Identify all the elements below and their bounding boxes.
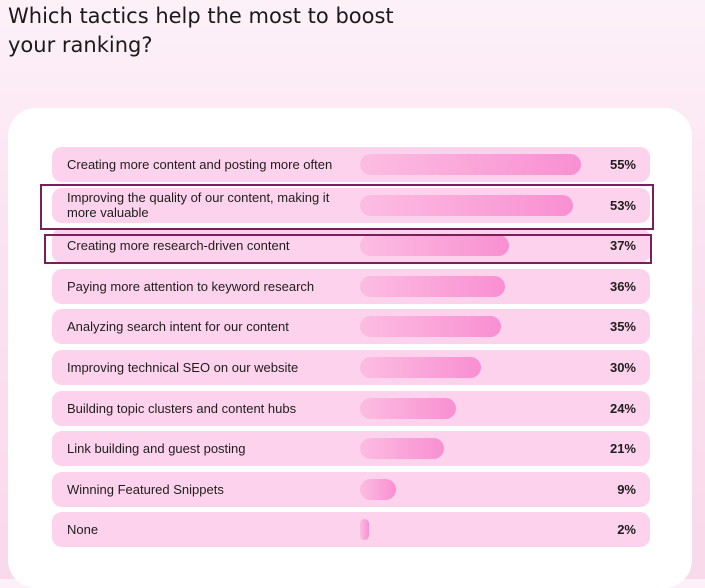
bar-value-label-2: 37% xyxy=(609,238,636,254)
bar-track-4 xyxy=(360,316,585,338)
bar-track-0 xyxy=(360,154,585,175)
bar-4 xyxy=(360,316,501,338)
bar-row-3: Paying more attention to keyword researc… xyxy=(52,268,650,304)
bar-7 xyxy=(360,438,445,460)
bar-6 xyxy=(360,397,457,419)
bar-track-3 xyxy=(360,275,585,297)
bar-label-9: None xyxy=(67,522,99,538)
bar-track-7 xyxy=(360,438,585,460)
bar-track-6 xyxy=(360,397,585,419)
bar-value-label-1: 53% xyxy=(609,197,636,213)
bar-label-2: Creating more research-driven content xyxy=(67,238,290,254)
bar-value-label-6: 24% xyxy=(609,400,636,416)
bar-label-1: Improving the quality of our content, ma… xyxy=(67,190,330,221)
bar-track-8 xyxy=(360,478,585,500)
bar-label-3: Paying more attention to keyword researc… xyxy=(67,278,315,294)
bar-value-label-0: 55% xyxy=(609,157,636,172)
bar-0 xyxy=(360,154,581,175)
bar-row-8: Winning Featured Snippets 9% xyxy=(52,471,650,507)
bar-label-5: Improving technical SEO on our website xyxy=(67,360,299,375)
bar-label-4: Analyzing search intent for our content xyxy=(67,319,289,335)
bar-value-label-7: 21% xyxy=(609,441,636,457)
bar-label-8: Winning Featured Snippets xyxy=(67,481,224,497)
bar-label-6: Building topic clusters and content hubs xyxy=(67,400,297,416)
bar-row-4: Analyzing search intent for our content 3… xyxy=(52,309,650,345)
bar-row-6: Building topic clusters and content hubs… xyxy=(52,390,650,426)
bar-1 xyxy=(360,194,573,216)
bar-value-label-3: 36% xyxy=(609,278,636,294)
bar-track-5 xyxy=(360,357,585,378)
bar-row-1: Improving the quality of our content, ma… xyxy=(52,187,650,223)
bar-value-label-4: 35% xyxy=(609,319,636,335)
bar-value-label-5: 30% xyxy=(609,360,636,375)
bar-label-7: Link building and guest posting xyxy=(67,441,246,457)
bar-8 xyxy=(360,478,397,500)
bar-3 xyxy=(360,275,505,297)
bar-2 xyxy=(360,235,509,257)
bar-track-1 xyxy=(360,194,585,216)
bar-row-5: Improving technical SEO on our website 30… xyxy=(52,350,650,385)
bar-row-2: Creating more research-driven content 37% xyxy=(52,228,650,264)
chart-title: Which tactics help the most to boost you… xyxy=(8,4,394,57)
bar-track-2 xyxy=(360,235,585,257)
bar-row-7: Link building and guest posting 21% xyxy=(52,431,650,467)
bar-value-label-8: 9% xyxy=(617,481,636,497)
bar-track-9 xyxy=(360,519,585,541)
bar-9 xyxy=(360,519,369,541)
bar-label-0: Creating more content and posting more o… xyxy=(67,157,333,172)
bar-row-9: None 2% xyxy=(52,512,650,548)
bar-row-0: Creating more content and posting more o… xyxy=(52,147,650,182)
bar-value-label-9: 2% xyxy=(617,522,636,538)
bar-5 xyxy=(360,357,481,378)
